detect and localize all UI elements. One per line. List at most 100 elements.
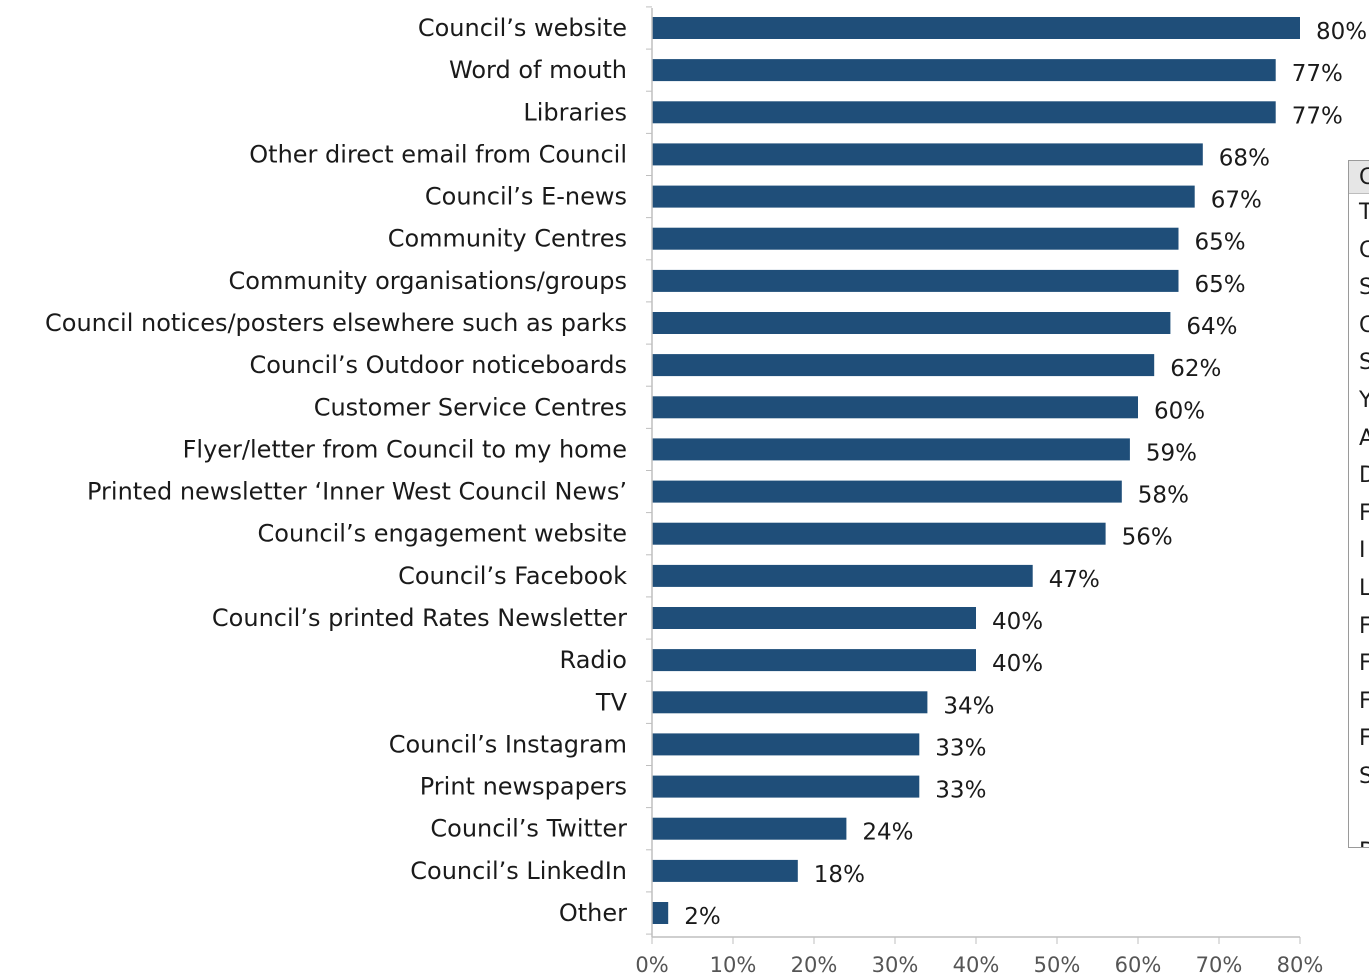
value-label-20: 18% — [814, 862, 865, 888]
side-table-row-8: F — [1349, 495, 1369, 533]
bar-0 — [652, 17, 1300, 39]
category-label-10: Flyer/letter from Council to my home — [183, 435, 627, 463]
value-label-9: 60% — [1154, 398, 1205, 424]
value-label-16: 34% — [943, 693, 994, 719]
category-label-0: Council’s website — [418, 14, 627, 42]
value-label-18: 33% — [935, 778, 986, 804]
x-tick-label-2: 20% — [791, 953, 838, 977]
value-label-13: 47% — [1049, 567, 1100, 593]
bar-12 — [652, 522, 1106, 545]
x-tick-label-0: 0% — [635, 953, 668, 977]
side-table-row-5: Y — [1349, 382, 1369, 420]
value-label-8: 62% — [1170, 356, 1221, 382]
side-table-row-14: F — [1349, 720, 1369, 758]
bar-10 — [652, 438, 1130, 461]
x-tick-label-3: 30% — [872, 953, 919, 977]
side-table-row-4: S — [1349, 344, 1369, 382]
side-table-row-7: D — [1349, 457, 1369, 495]
x-ticks-group: 0% 10% 20% 30% 40% 50% 60% 70% 80% — [635, 937, 1323, 977]
category-label-16: TV — [595, 688, 628, 716]
value-labels-group: 80% 77% 77% 68% 67% 65% 65% 64% 62% 60% 59% 58% 56% 4… — [684, 19, 1367, 930]
x-tick-label-7: 70% — [1196, 953, 1243, 977]
value-label-10: 59% — [1146, 440, 1197, 466]
side-table-row-15: S — [1349, 758, 1369, 796]
bars-group — [652, 17, 1300, 924]
category-label-13: Council’s Facebook — [398, 562, 627, 590]
bar-2 — [652, 101, 1276, 124]
value-label-4: 67% — [1211, 188, 1262, 214]
category-label-21: Other — [559, 899, 627, 927]
category-label-11: Printed newsletter ‘Inner West Council N… — [87, 478, 627, 506]
value-label-17: 33% — [935, 735, 986, 761]
bar-4 — [652, 185, 1195, 208]
category-label-5: Community Centres — [388, 225, 627, 253]
side-table-row-11: F — [1349, 608, 1369, 646]
value-label-14: 40% — [992, 609, 1043, 635]
bar-16 — [652, 691, 928, 714]
value-label-12: 56% — [1122, 525, 1173, 551]
side-table-row-2: S — [1349, 269, 1369, 307]
category-label-6: Community organisations/groups — [229, 267, 627, 295]
side-table-header: C — [1349, 161, 1369, 194]
value-label-7: 64% — [1186, 314, 1237, 340]
bar-11 — [652, 480, 1122, 503]
x-tick-label-1: 10% — [710, 953, 757, 977]
category-label-17: Council’s Instagram — [389, 730, 627, 758]
bar-1 — [652, 59, 1276, 82]
bar-20 — [652, 859, 798, 882]
category-label-19: Council’s Twitter — [430, 815, 627, 843]
category-labels-group: Council’s website Word of mouth Libraries O… — [45, 14, 628, 927]
value-label-3: 68% — [1219, 145, 1270, 171]
category-label-1: Word of mouth — [449, 56, 627, 84]
category-label-2: Libraries — [523, 98, 627, 126]
side-data-table: C TCSCSYADFILFFFFSD — [1348, 160, 1369, 848]
category-label-9: Customer Service Centres — [314, 393, 627, 421]
x-tick-label-5: 50% — [1034, 953, 1081, 977]
x-tick-label-4: 40% — [953, 953, 1000, 977]
value-label-15: 40% — [992, 651, 1043, 677]
side-table-row-17: D — [1349, 833, 1369, 847]
side-table-row-12: F — [1349, 645, 1369, 683]
bar-21 — [652, 902, 669, 924]
value-label-19: 24% — [862, 820, 913, 846]
side-table-row-10: L — [1349, 570, 1369, 608]
bar-14 — [652, 607, 976, 629]
category-label-8: Council’s Outdoor noticeboards — [249, 351, 627, 379]
bar-15 — [652, 649, 976, 672]
value-label-6: 65% — [1195, 272, 1246, 298]
bar-5 — [652, 227, 1179, 250]
x-tick-label-8: 80% — [1277, 953, 1324, 977]
category-label-3: Other direct email from Council — [249, 140, 627, 168]
bar-8 — [652, 354, 1155, 377]
bar-18 — [652, 775, 920, 798]
side-table-rows: TCSCSYADFILFFFFSD — [1349, 194, 1369, 847]
value-label-1: 77% — [1292, 61, 1343, 87]
value-label-0: 80% — [1316, 19, 1367, 45]
category-label-14: Council’s printed Rates Newsletter — [212, 604, 627, 632]
side-table-row-16 — [1349, 796, 1369, 834]
bar-3 — [652, 143, 1203, 166]
bar-17 — [652, 733, 920, 756]
bar-7 — [652, 312, 1171, 334]
side-table-header-text: C — [1359, 165, 1369, 190]
value-label-5: 65% — [1195, 230, 1246, 256]
value-label-2: 77% — [1292, 103, 1343, 129]
bar-19 — [652, 817, 847, 840]
category-label-18: Print newspapers — [420, 773, 627, 801]
bar-13 — [652, 564, 1033, 587]
bar-9 — [652, 396, 1138, 419]
bar-6 — [652, 269, 1179, 292]
category-label-4: Council’s E-news — [425, 183, 627, 211]
value-label-11: 58% — [1138, 483, 1189, 509]
category-label-12: Council’s engagement website — [258, 520, 627, 548]
category-label-20: Council’s LinkedIn — [410, 857, 627, 885]
category-label-15: Radio — [560, 646, 627, 674]
side-table-row-9: I — [1359, 538, 1366, 564]
side-table-row-1: C — [1349, 232, 1369, 270]
side-table-row-3: C — [1349, 307, 1369, 345]
side-table-row-6: A — [1349, 420, 1369, 458]
side-table-row-0: T — [1349, 194, 1369, 232]
side-table-row-13: F — [1349, 683, 1369, 721]
x-tick-label-6: 60% — [1115, 953, 1162, 977]
